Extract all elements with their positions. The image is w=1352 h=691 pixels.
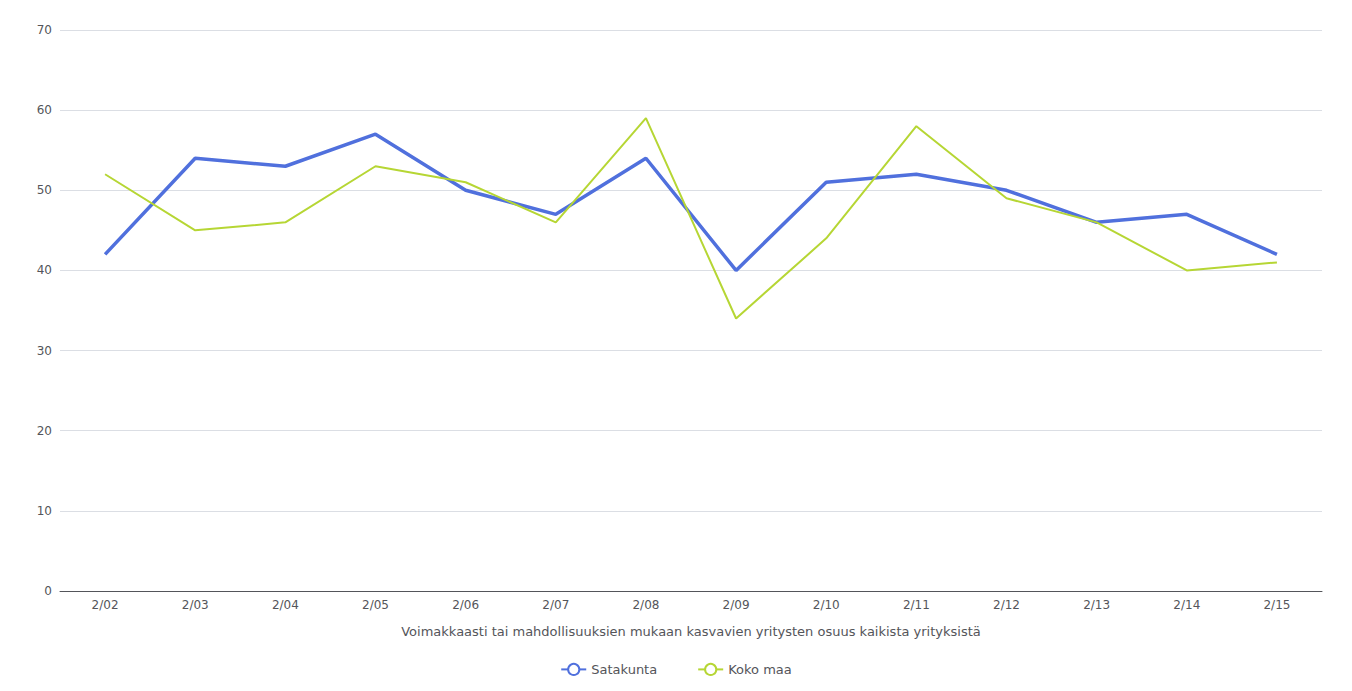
svg-text:Koko maa: Koko maa [728,662,792,677]
svg-text:60: 60 [37,103,52,117]
svg-text:2/11: 2/11 [903,598,930,612]
svg-text:2/13: 2/13 [1083,598,1110,612]
svg-text:0: 0 [44,584,52,598]
svg-text:70: 70 [37,23,52,37]
svg-text:2/15: 2/15 [1263,598,1290,612]
svg-text:50: 50 [37,183,52,197]
svg-text:30: 30 [37,344,52,358]
svg-text:2/14: 2/14 [1173,598,1200,612]
svg-text:2/09: 2/09 [723,598,750,612]
svg-text:20: 20 [37,424,52,438]
svg-text:Voimakkaasti tai mahdollisuuks: Voimakkaasti tai mahdollisuuksien mukaan… [401,624,981,639]
svg-text:2/12: 2/12 [993,598,1020,612]
svg-text:2/10: 2/10 [813,598,840,612]
svg-text:2/05: 2/05 [362,598,389,612]
svg-text:2/02: 2/02 [92,598,119,612]
svg-text:Satakunta: Satakunta [591,662,657,677]
svg-text:2/07: 2/07 [542,598,569,612]
svg-text:2/03: 2/03 [182,598,209,612]
svg-text:2/06: 2/06 [452,598,479,612]
svg-text:40: 40 [37,263,52,277]
svg-text:10: 10 [37,504,52,518]
svg-text:2/04: 2/04 [272,598,299,612]
svg-text:2/08: 2/08 [632,598,659,612]
